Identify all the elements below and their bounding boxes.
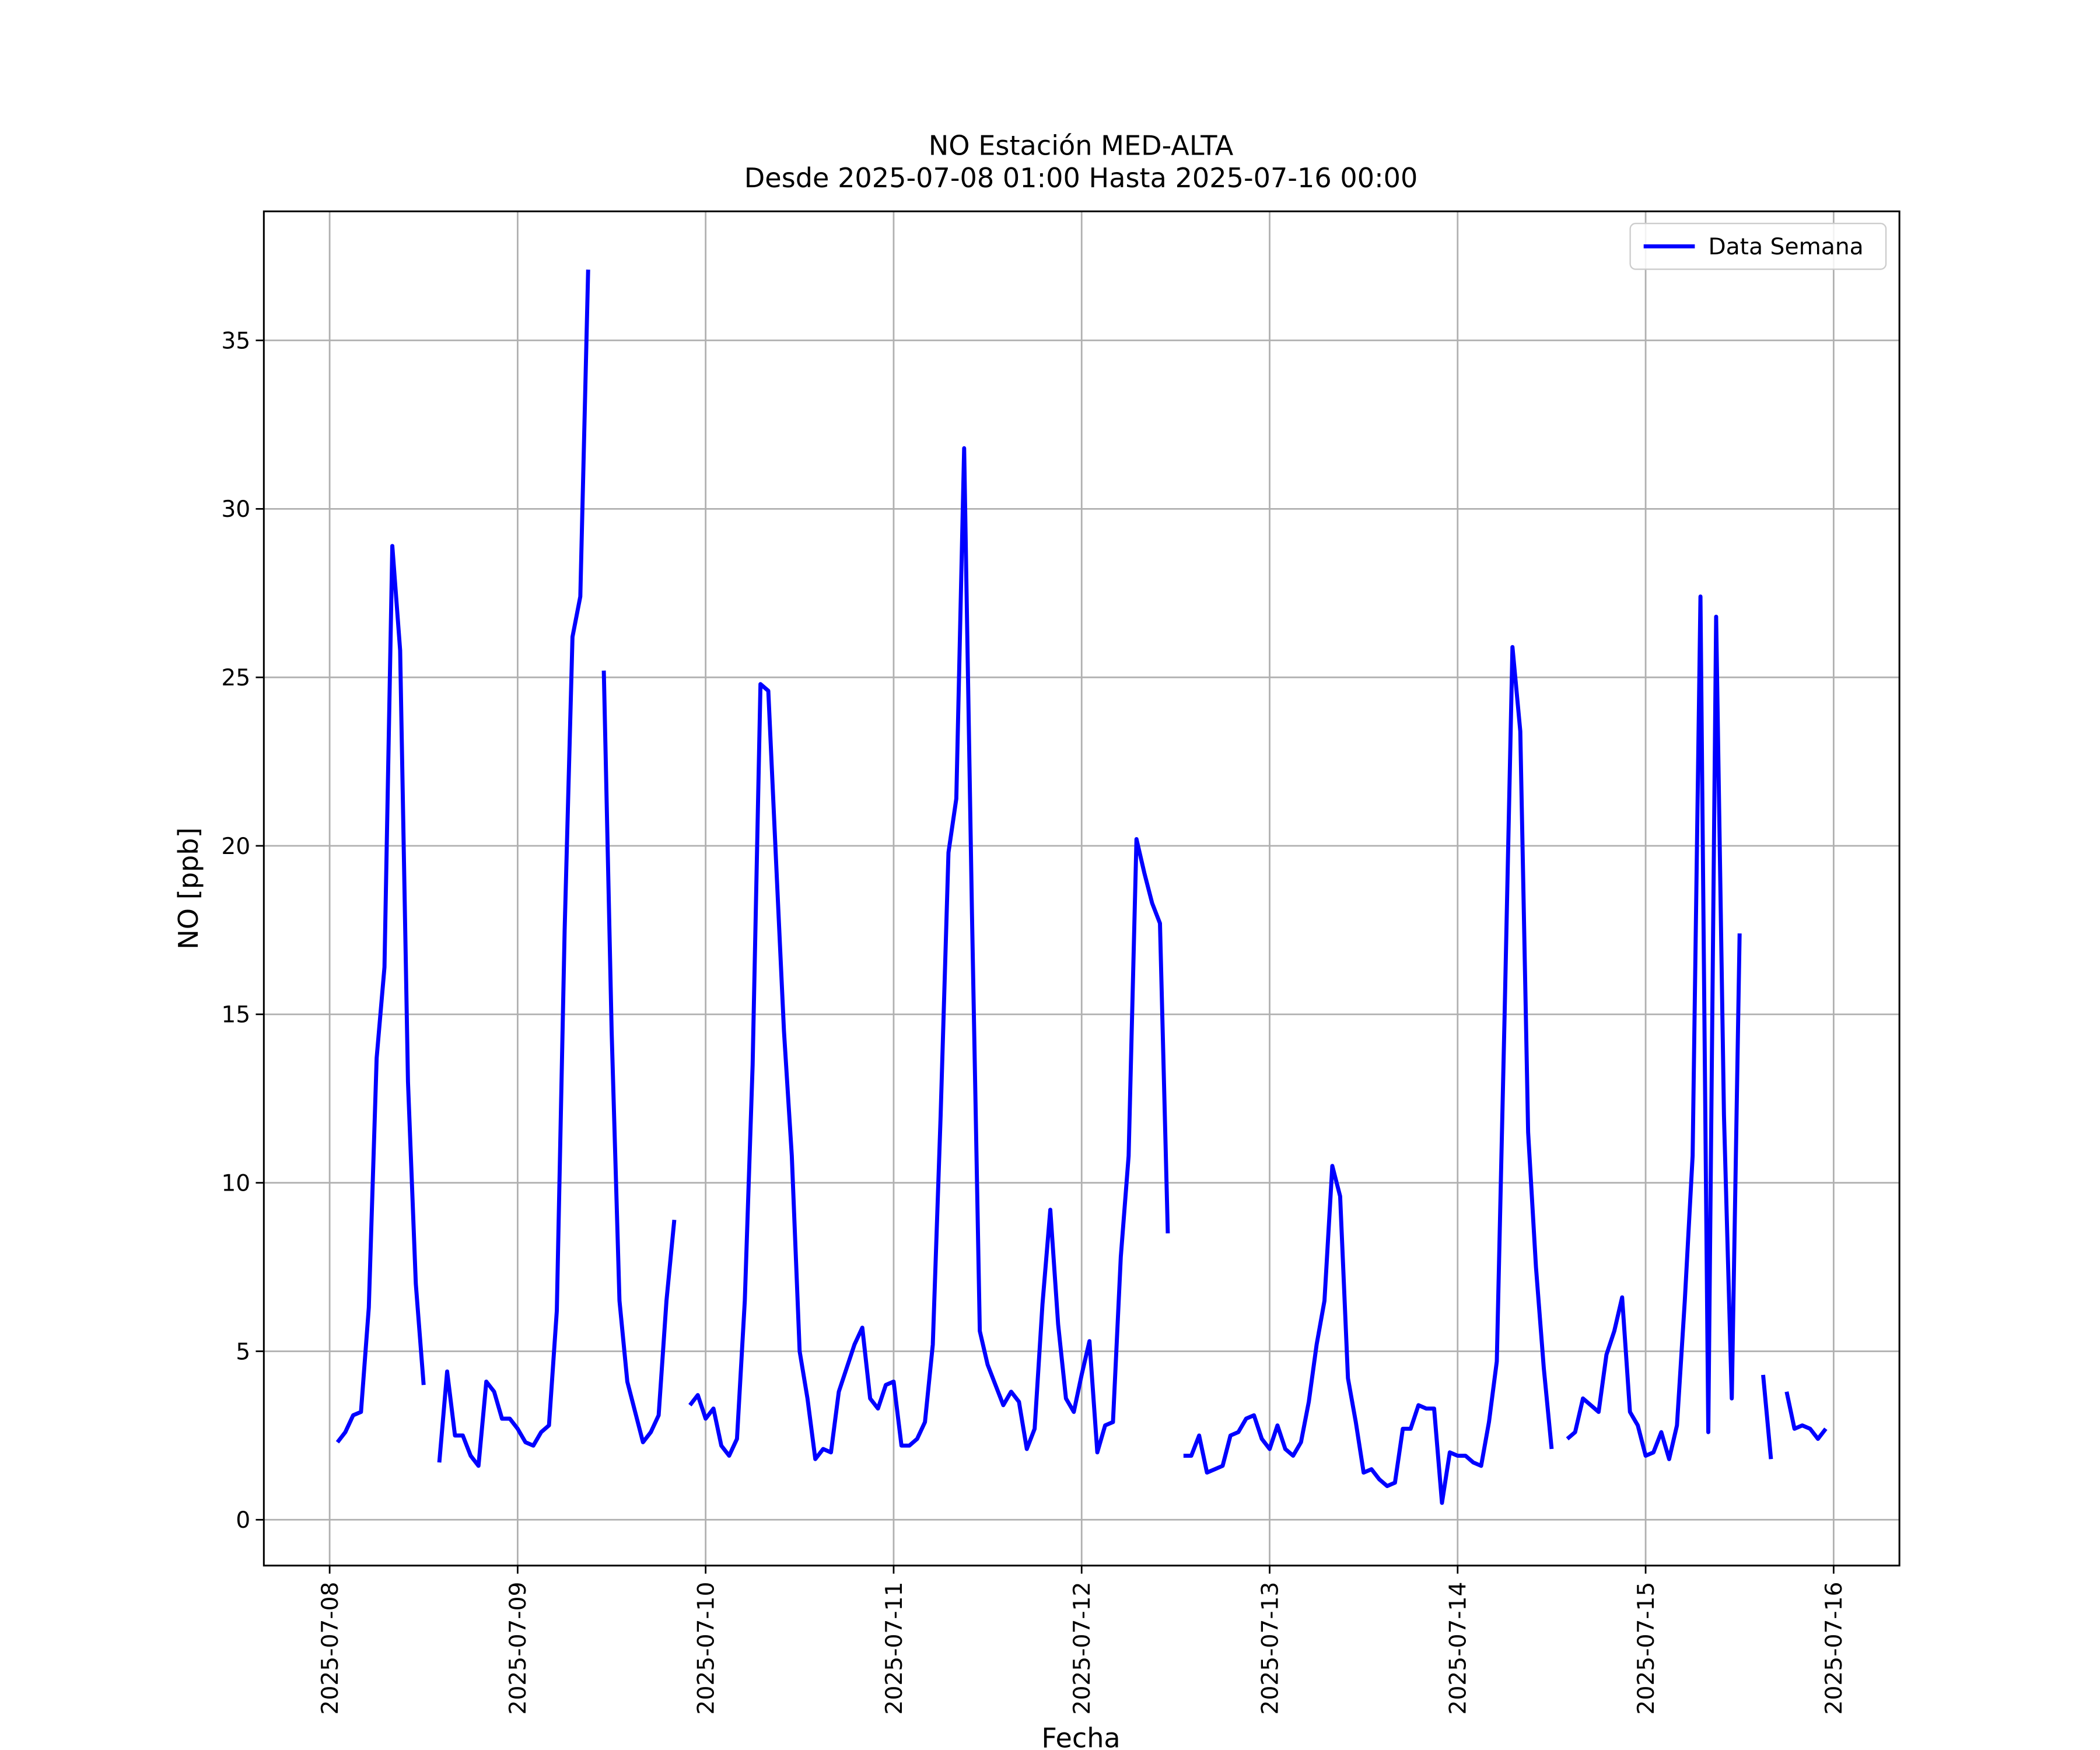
- legend-label: Data Semana: [1708, 234, 1863, 260]
- y-tick-label: 0: [236, 1507, 250, 1534]
- y-tick-label: 15: [221, 1002, 250, 1028]
- legend-box: [1629, 222, 1887, 270]
- y-tick-label: 25: [221, 665, 250, 691]
- x-tick-label: 2025-07-13: [1257, 1582, 1283, 1715]
- legend: Data Semana: [1629, 222, 1887, 270]
- x-tick-label: 2025-07-09: [505, 1582, 531, 1715]
- ticks: 0 5 10 15 20 25 30 35 2025-07-08 2025-07-09 2025-0…: [221, 328, 1847, 1714]
- y-tick-label: 20: [221, 834, 250, 860]
- data-line: [335, 270, 1828, 1505]
- x-tick-label: 2025-07-16: [1821, 1582, 1847, 1715]
- chart-title: NO Estación MED-ALTA: [929, 130, 1234, 161]
- x-tick-label: 2025-07-15: [1633, 1582, 1660, 1715]
- y-tick-label: 10: [221, 1170, 250, 1196]
- y-tick-label: 5: [236, 1339, 250, 1365]
- x-tick-label: 2025-07-11: [881, 1582, 908, 1715]
- x-tick-label: 2025-07-14: [1446, 1582, 1472, 1715]
- plot: [335, 270, 1828, 1505]
- grid: [264, 211, 1900, 1566]
- chart-subtitle: Desde 2025-07-08 01:00 Hasta 2025-07-16 …: [744, 162, 1418, 194]
- x-tick-label: 2025-07-12: [1069, 1582, 1096, 1715]
- y-axis-label: NO [ppb]: [173, 827, 204, 949]
- y-tick-label: 35: [221, 328, 250, 354]
- x-axis-label: Fecha: [1041, 1722, 1120, 1750]
- x-tick-label: 2025-07-10: [694, 1582, 720, 1715]
- x-tick-label: 2025-07-08: [317, 1582, 344, 1715]
- y-tick-label: 30: [221, 496, 250, 523]
